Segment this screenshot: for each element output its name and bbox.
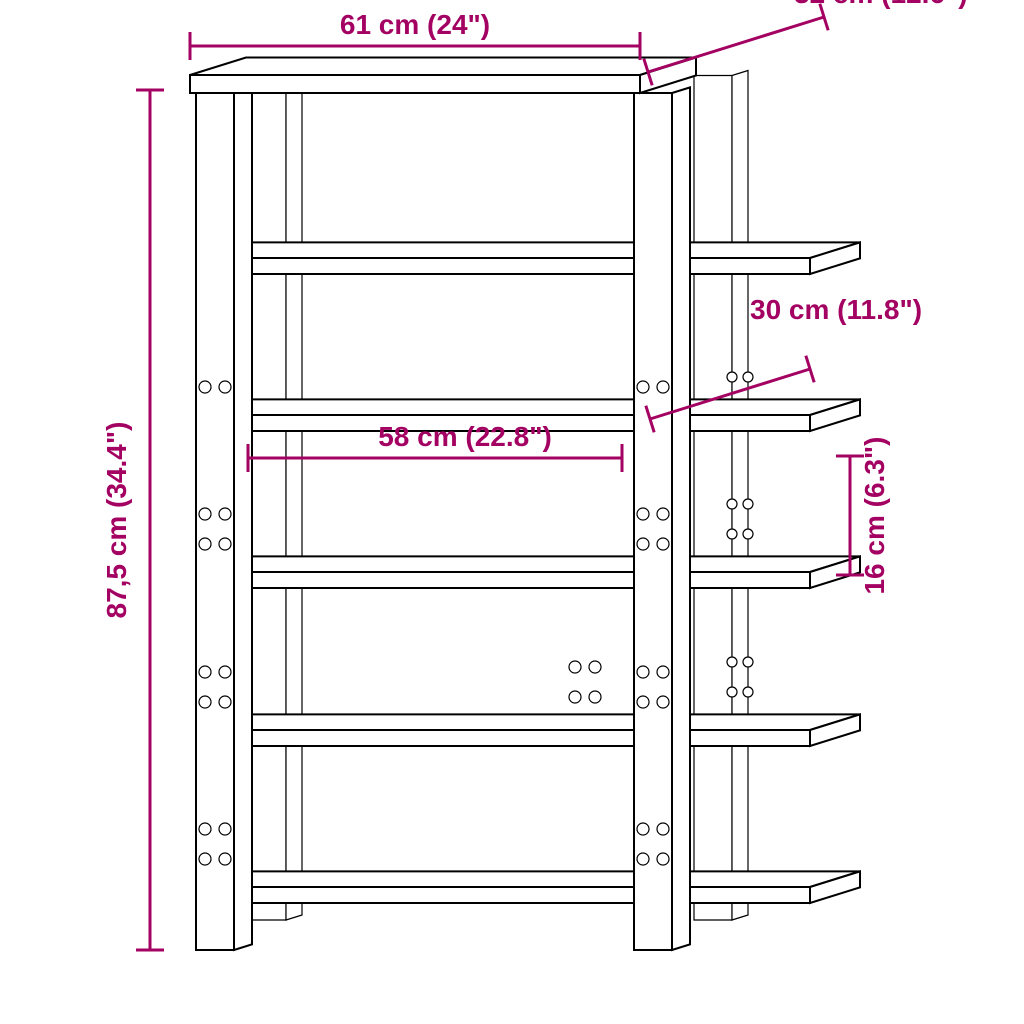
dimension-label: 32 cm (12.6") xyxy=(794,0,968,9)
dimension-label: 58 cm (22.8") xyxy=(378,421,552,452)
dimension-label: 87,5 cm (34.4") xyxy=(101,422,132,619)
dimension-label: 61 cm (24") xyxy=(340,9,490,40)
dimension-label: 16 cm (6.3") xyxy=(859,436,890,594)
shelf-dimension-diagram: 61 cm (24") 32 cm (12.6") 87,5 cm (34.4") 5… xyxy=(0,0,1024,1024)
dimension-label: 30 cm (11.8") xyxy=(750,294,922,325)
